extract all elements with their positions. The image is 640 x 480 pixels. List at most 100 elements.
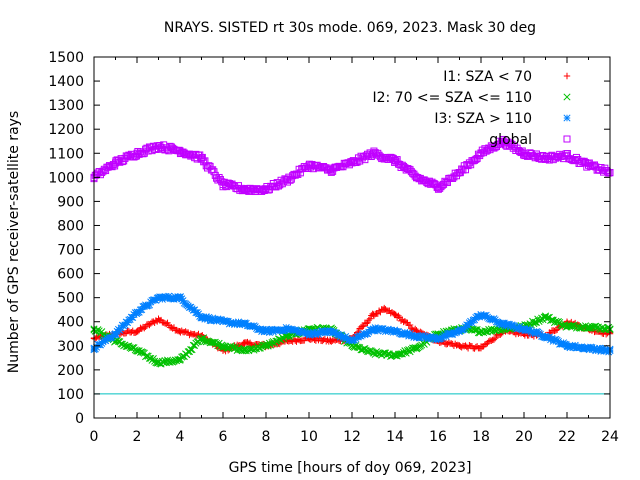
series-2-data-point: [283, 325, 292, 333]
series-2-fill-point: [224, 317, 232, 325]
y-tick-label: 400: [57, 315, 84, 331]
series-2-fill-point: [162, 293, 170, 301]
series-1-data-point: [133, 347, 141, 355]
axes: 0 2 4 6 8 10 12 14 16 18 20 22 240100200300400500600…: [48, 50, 619, 445]
series-2-fill-point: [233, 320, 241, 328]
series-0-fill-point: [359, 323, 366, 330]
series-2-fill-point: [538, 332, 546, 340]
series-2-data-point: [541, 332, 550, 340]
y-tick-label: 700: [57, 243, 84, 259]
series-3-data-point: [176, 147, 184, 155]
series-1-fill-point: [174, 356, 182, 364]
series-0-data-point: [155, 316, 162, 323]
series-2-data-point: [348, 337, 356, 345]
series-1-fill-point: [122, 342, 130, 350]
series-2-fill-point: [516, 322, 524, 330]
series-2-fill-point: [116, 326, 124, 334]
series-2-fill-point: [423, 333, 431, 341]
series-2-data-point: [154, 294, 163, 302]
y-tick-label: 1200: [48, 122, 84, 138]
series-2: [90, 292, 614, 356]
series-2-fill-point: [545, 333, 553, 341]
series-3-data-point: [327, 166, 334, 174]
series-2-fill-point: [389, 328, 397, 336]
series-0-fill-point: [364, 319, 371, 326]
legend-label-2: I3: SZA > 110: [434, 111, 532, 127]
series-2-fill-point: [212, 317, 221, 325]
series-2-data-point: [305, 330, 313, 338]
series-3-data-point: [284, 176, 291, 184]
series-1-data-point: [197, 335, 206, 343]
series-3-fill-point: [210, 168, 218, 176]
y-tick-label: 200: [57, 363, 84, 379]
series-2-data-point: [584, 344, 593, 352]
series-2-data-point: [477, 310, 485, 319]
series-0-data-point: [176, 328, 184, 335]
series-3-data-point: [305, 161, 313, 169]
series-2-fill-point: [427, 333, 435, 341]
legend-label-1: I2: 70 <= SZA <= 110: [372, 90, 532, 106]
series-1-fill-point: [470, 326, 479, 334]
x-axis-label: GPS time [hours of doy 069, 2023]: [229, 460, 472, 476]
x-tick-label: 4: [176, 429, 185, 445]
legend-marker-2: [563, 114, 571, 122]
series-1-fill-point: [353, 343, 361, 351]
series-1-fill-point: [212, 339, 221, 348]
series-2-data-point: [498, 320, 507, 328]
series-2-data-point: [176, 294, 184, 302]
y-tick-label: 600: [57, 267, 84, 283]
series-2-data-point: [219, 318, 227, 326]
series-2-fill-point: [474, 312, 482, 320]
series-2-fill-point: [102, 337, 110, 345]
series-0-data-point: [133, 328, 141, 335]
series-3-data-point: [413, 173, 420, 181]
series-3-data-point: [262, 185, 270, 193]
y-tick-label: 1400: [48, 74, 84, 90]
series-0-fill-point: [490, 336, 498, 343]
series-2-data-point: [262, 327, 270, 335]
x-tick-label: 8: [262, 429, 271, 445]
series-2-fill-point: [526, 326, 534, 334]
series-1-data-point: [584, 322, 593, 331]
series-1-data-point: [563, 322, 571, 331]
series-3-data-point: [542, 154, 549, 162]
x-tick-label: 0: [90, 429, 99, 445]
series-2-fill-point: [129, 313, 137, 322]
series-2-fill-point: [468, 319, 476, 327]
series-2-fill-point: [205, 313, 213, 321]
series-2-fill-point: [374, 327, 382, 335]
series-2-fill-point: [470, 316, 479, 324]
series-2-fill-point: [596, 344, 604, 352]
y-tick-label: 0: [75, 411, 84, 427]
series-1-data-point: [154, 359, 163, 367]
series-1-data-point: [240, 347, 249, 355]
series-2-fill-point: [431, 334, 439, 342]
series-2-data-point: [520, 325, 528, 333]
series-2-fill-point: [145, 301, 154, 309]
legend-marker-1: [563, 93, 571, 101]
series-2-fill-point: [514, 324, 522, 333]
series-3-data-point: [370, 149, 377, 157]
series-3: [90, 135, 614, 196]
series-2-data-point: [412, 332, 421, 340]
x-tick-label: 10: [300, 429, 318, 445]
series-3-data-point: [477, 149, 485, 157]
series-3-data-point: [133, 149, 141, 157]
x-tick-label: 20: [515, 429, 533, 445]
series-2-fill-point: [268, 325, 276, 333]
series-0-data-point: [381, 306, 388, 313]
series-2-data-point: [391, 327, 399, 335]
series-2-fill-point: [202, 313, 210, 321]
series-3-data-point: [520, 149, 528, 157]
series-2-fill-point: [94, 340, 102, 348]
series-3-data-point: [155, 142, 162, 150]
series-0-data-point: [327, 337, 334, 345]
series-0-data-point: [477, 345, 485, 352]
series-2-fill-point: [476, 313, 484, 321]
series-3-data-point: [456, 169, 463, 177]
series-2-data-point: [240, 320, 249, 328]
series-2-fill-point: [464, 321, 472, 329]
series-0-data-point: [241, 340, 248, 347]
series-2-fill-point: [460, 325, 468, 333]
series-0-fill-point: [395, 312, 402, 320]
